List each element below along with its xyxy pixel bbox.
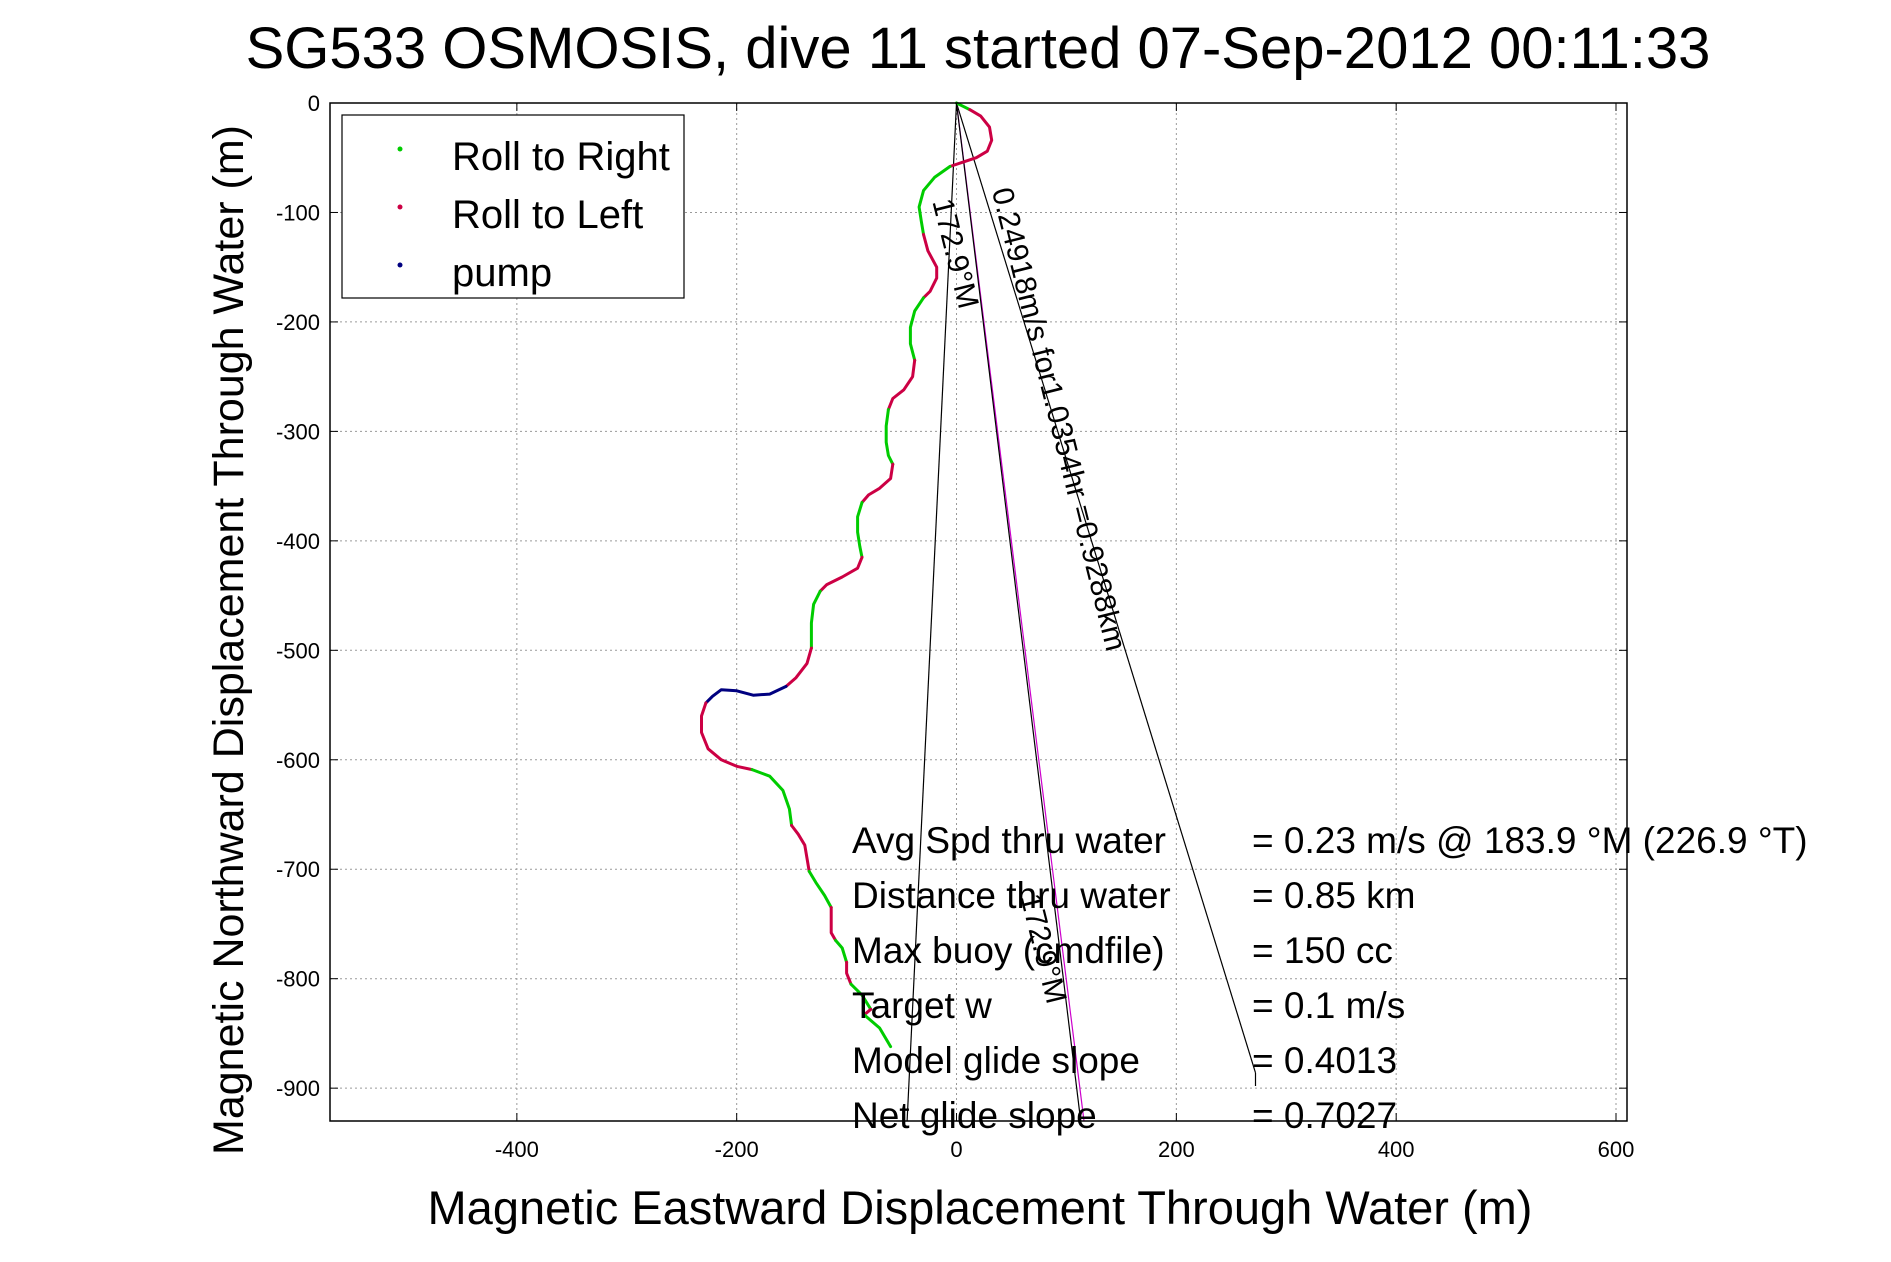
y-tick-label: -400 [276, 529, 320, 554]
legend-marker-roll-left [397, 204, 403, 210]
stat-label-model-glide: Model glide slope [852, 1040, 1140, 1081]
stat-value-net-glide: = 0.7027 [1252, 1095, 1397, 1136]
track-segment-right [809, 589, 822, 650]
axis-ticks: -400 -200 0 200 400 600 0 -100 -200 -300 -400 -500 -… [276, 91, 1634, 1162]
x-tick-label: 400 [1378, 1137, 1415, 1162]
legend: Roll to Right Roll to Left pump [341, 114, 685, 299]
stat-value-max-buoy: = 150 cc [1252, 930, 1393, 971]
track-segment-left [829, 906, 838, 942]
reference-line [955, 102, 1082, 1122]
track-segment-right [834, 938, 849, 964]
reference-lines [906, 102, 1257, 1122]
legend-marker-roll-right [397, 146, 403, 152]
track-segment-left [886, 358, 917, 411]
stat-label-max-buoy: Max buoy (cmdfile) [852, 930, 1165, 971]
x-axis-label: Magnetic Eastward Displacement Through W… [428, 1181, 1533, 1234]
stat-label-net-glide: Net glide slope [852, 1095, 1097, 1136]
track-segment-left [948, 108, 994, 168]
legend-label-roll-left: Roll to Left [452, 193, 643, 237]
y-tick-label: -500 [276, 638, 320, 663]
track-segment-left [700, 701, 754, 772]
track-segment-right [807, 869, 833, 909]
dive-track [700, 101, 994, 1049]
y-tick-label: 0 [308, 91, 320, 116]
track-segment-right [849, 982, 873, 1011]
y-tick-label: -900 [276, 1076, 320, 1101]
dive-stats: Avg Spd thru water = 0.23 m/s @ 183.9 °M… [852, 820, 1808, 1136]
stat-value-distance: = 0.85 km [1252, 875, 1416, 916]
stat-label-avg-speed: Avg Spd thru water [852, 820, 1166, 861]
reference-line [906, 102, 958, 1122]
stat-value-target-w: = 0.1 m/s [1252, 985, 1405, 1026]
y-tick-label: -300 [276, 419, 320, 444]
stat-label-distance: Distance thru water [852, 875, 1171, 916]
stat-label-target-w: Target w [852, 985, 992, 1026]
y-tick-label: -700 [276, 857, 320, 882]
x-tick-label: 200 [1158, 1137, 1195, 1162]
track-segment-left [860, 462, 895, 504]
y-tick-label: -800 [276, 967, 320, 992]
track-segment-right [856, 501, 864, 559]
track-segment-right [908, 296, 925, 362]
y-tick-label: -600 [276, 748, 320, 773]
legend-label-roll-right: Roll to Right [452, 135, 670, 179]
reference-line [955, 102, 1257, 1073]
x-tick-label: -400 [495, 1137, 539, 1162]
track-segment-left [922, 232, 939, 300]
legend-marker-pump [397, 262, 403, 268]
y-tick-label: -200 [276, 310, 320, 335]
plot-axes-box [329, 102, 1628, 1122]
x-tick-label: 600 [1598, 1137, 1635, 1162]
legend-label-pump: pump [452, 251, 552, 295]
track-segment-right [917, 165, 952, 236]
track-segment-right [862, 1013, 893, 1049]
track-segment-left [784, 646, 813, 688]
track-segment-left [790, 824, 811, 873]
track-segment-left [845, 960, 853, 986]
y-axis-label: Magnetic Northward Displacement Through … [205, 125, 253, 1155]
track-segment-right [884, 408, 895, 466]
track-segment-pump [704, 684, 788, 705]
track-segment-right [750, 768, 794, 827]
track-segment-left [818, 555, 864, 593]
track-segment-right [955, 101, 972, 112]
x-tick-label: 0 [950, 1137, 962, 1162]
y-tick-label: -100 [276, 200, 320, 225]
chart-title: SG533 OSMOSIS, dive 11 started 07-Sep-20… [246, 16, 1711, 81]
stat-value-model-glide: = 0.4013 [1252, 1040, 1397, 1081]
x-tick-label: -200 [715, 1137, 759, 1162]
stat-value-avg-speed: = 0.23 m/s @ 183.9 °M (226.9 °T) [1252, 820, 1808, 861]
